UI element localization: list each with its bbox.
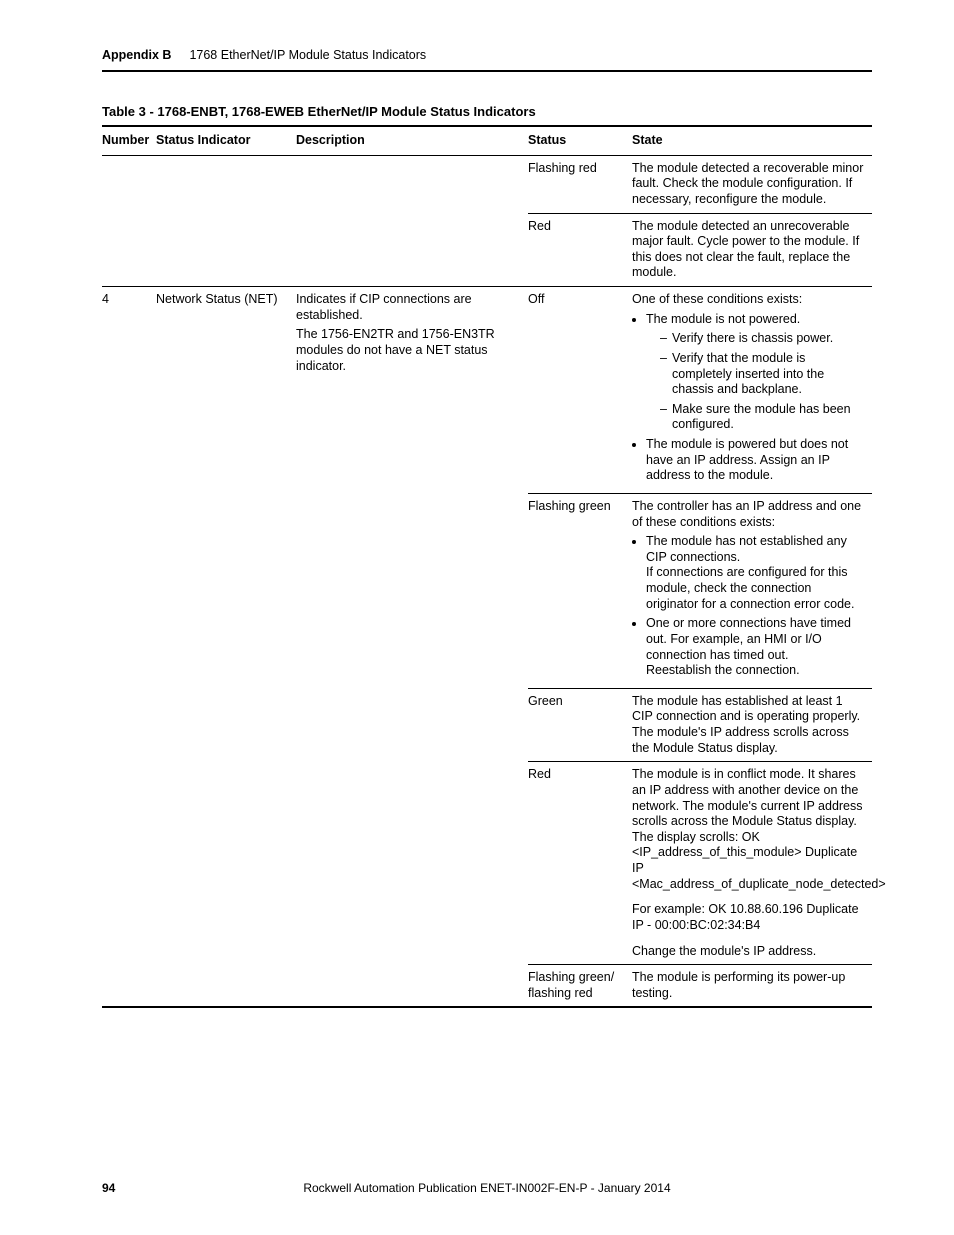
cell-state: The module has established at least 1 CI… (632, 688, 872, 762)
cell-state: The module detected a recoverable minor … (632, 155, 872, 213)
cell-status: Green (528, 688, 632, 762)
cell-status-indicator: Network Status (NET) (156, 287, 296, 1008)
cell-description: Indicates if CIP connections are establi… (296, 287, 528, 1008)
cell-state: The module is in conflict mode. It share… (632, 762, 872, 965)
table-caption: Table 3 - 1768-ENBT, 1768-EWEB EtherNet/… (102, 104, 872, 119)
column-header: State (632, 126, 872, 155)
table-row: Flashing redThe module detected a recove… (102, 155, 872, 213)
cell-description (296, 155, 528, 286)
header-title: 1768 EtherNet/IP Module Status Indicator… (189, 48, 426, 62)
publication-line: Rockwell Automation Publication ENET-IN0… (102, 1181, 872, 1195)
table-row: 4Network Status (NET)Indicates if CIP co… (102, 287, 872, 494)
column-header: Status Indicator (156, 126, 296, 155)
column-header: Status (528, 126, 632, 155)
running-header: Appendix B 1768 EtherNet/IP Module Status… (102, 48, 872, 72)
cell-state: One of these conditions exists:The modul… (632, 287, 872, 494)
cell-status: Flashing green/ flashing red (528, 965, 632, 1008)
cell-number: 4 (102, 287, 156, 1008)
appendix-label: Appendix B (102, 48, 171, 62)
column-header: Number (102, 126, 156, 155)
column-header: Description (296, 126, 528, 155)
cell-number (102, 155, 156, 286)
cell-state: The module detected an unrecoverable maj… (632, 213, 872, 287)
cell-status: Flashing green (528, 493, 632, 688)
cell-status: Red (528, 762, 632, 965)
cell-status-indicator (156, 155, 296, 286)
page-footer: 94 Rockwell Automation Publication ENET-… (102, 1181, 872, 1195)
cell-status: Off (528, 287, 632, 494)
status-indicators-table: NumberStatus IndicatorDescriptionStatusS… (102, 125, 872, 1008)
cell-state: The controller has an IP address and one… (632, 493, 872, 688)
cell-status: Red (528, 213, 632, 287)
cell-status: Flashing red (528, 155, 632, 213)
cell-state: The module is performing its power-up te… (632, 965, 872, 1008)
